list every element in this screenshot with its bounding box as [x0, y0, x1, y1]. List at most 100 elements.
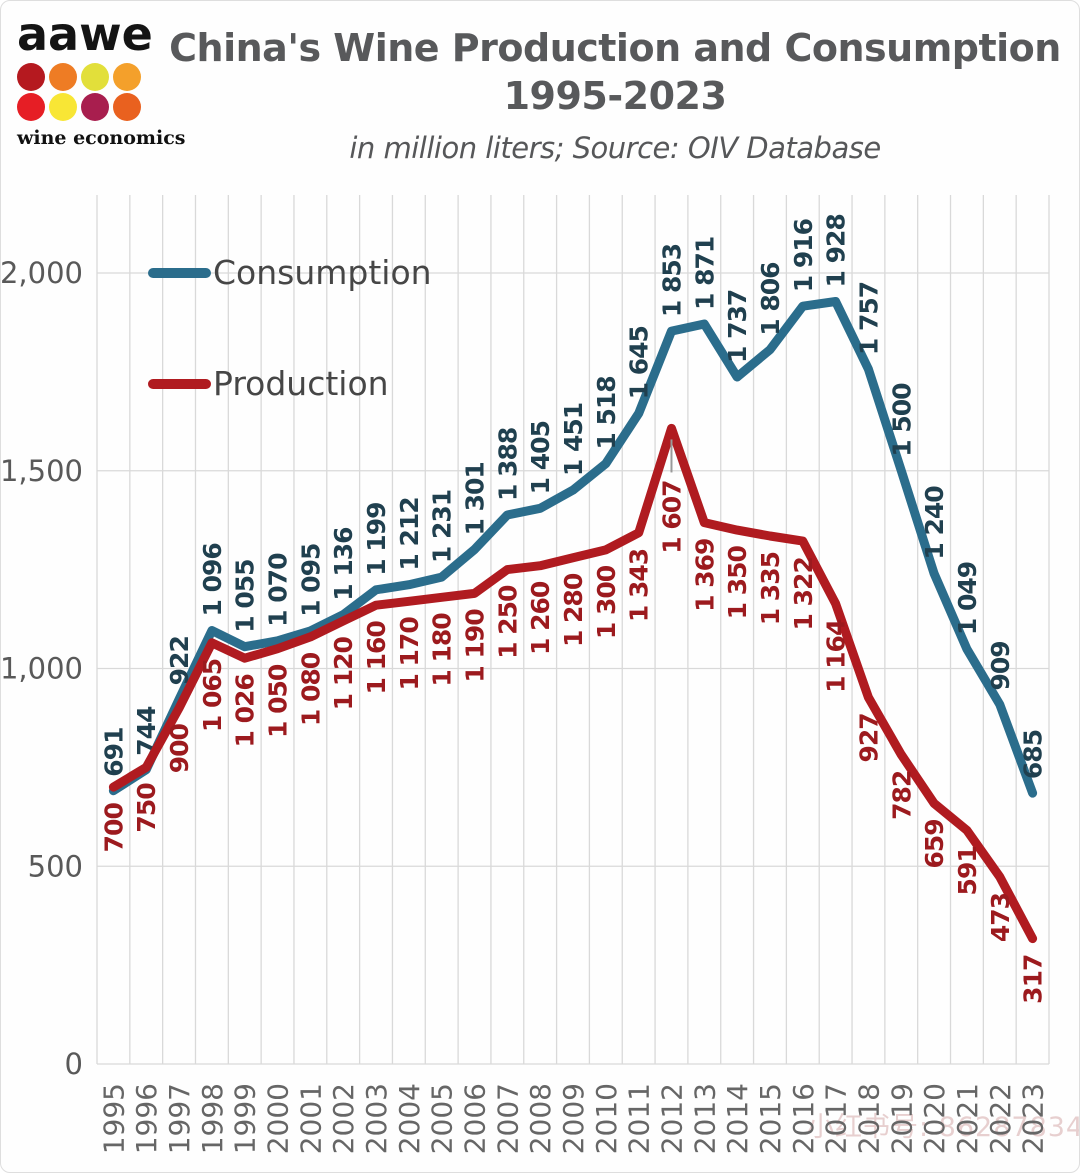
data-label: 1 250 [493, 585, 522, 659]
data-label: 1 301 [461, 462, 490, 535]
logo-dot [113, 93, 141, 121]
data-label: 591 [953, 846, 982, 895]
logo-dots-grid [17, 63, 143, 121]
data-label: 1 757 [854, 282, 883, 355]
data-label: 685 [1019, 730, 1048, 779]
data-label: 1 518 [592, 376, 621, 449]
data-label: 1 190 [461, 609, 490, 683]
x-tick-label: 2001 [294, 1083, 327, 1154]
logo-dot [81, 63, 109, 91]
data-label: 1 645 [625, 326, 654, 399]
data-label: 1 928 [822, 214, 851, 287]
data-label: 1 055 [231, 559, 260, 632]
data-label: 1 240 [920, 486, 949, 560]
x-tick-label: 2022 [984, 1083, 1017, 1154]
data-label: 1 335 [756, 552, 785, 625]
data-label: 1 080 [296, 652, 325, 726]
x-tick-label: 2004 [393, 1083, 426, 1154]
data-label: 691 [99, 728, 128, 777]
x-tick-label: 2009 [557, 1083, 590, 1154]
data-label: 1 070 [264, 553, 293, 627]
x-tick-label: 1997 [163, 1083, 196, 1154]
data-label: 1 388 [493, 428, 522, 501]
data-label: 1 160 [362, 621, 391, 695]
y-tick-label: 0 [65, 1047, 83, 1081]
data-label: 1 095 [296, 544, 325, 617]
logo-dot [17, 93, 45, 121]
data-label: 1 280 [559, 573, 588, 647]
data-label: 1 026 [231, 674, 260, 748]
x-tick-label: 2019 [885, 1083, 918, 1154]
x-tick-label: 1996 [130, 1083, 163, 1154]
data-label: 1 170 [395, 617, 424, 691]
data-label: 927 [854, 713, 883, 762]
data-label: 1 871 [690, 237, 719, 310]
logo-dot [49, 63, 77, 91]
x-tick-label: 2013 [688, 1083, 721, 1154]
data-label: 700 [99, 803, 128, 853]
y-tick-label: 2,000 [1, 256, 83, 290]
x-tick-label: 2020 [918, 1083, 951, 1154]
consumption-line [108, 297, 1038, 798]
data-label: 1 737 [723, 290, 752, 363]
legend-label: Consumption [213, 253, 432, 292]
x-axis-labels: 1995 1996 1997 1998 1999 2000 2001 2002 2003 2004… [97, 1083, 1049, 1154]
data-label: 1 405 [526, 421, 555, 494]
legend-item-production: Production [148, 364, 389, 403]
chart-subtitle: in million liters; Source: OIV Database [349, 130, 881, 165]
logo-dot [49, 93, 77, 121]
data-label: 1 231 [428, 490, 457, 563]
x-tick-label: 2010 [590, 1083, 623, 1154]
data-label: 909 [986, 641, 1015, 690]
x-tick-label: 2002 [327, 1083, 360, 1154]
data-label: 659 [920, 819, 949, 868]
data-label: 1 500 [887, 383, 916, 457]
data-label: 1 096 [198, 543, 227, 617]
x-tick-label: 2021 [951, 1083, 984, 1154]
x-tick-label: 2018 [852, 1083, 885, 1154]
x-tick-label: 2003 [360, 1083, 393, 1154]
y-tick-label: 1,500 [1, 454, 83, 488]
data-label: 1 136 [329, 527, 358, 601]
data-label: 1 199 [362, 502, 391, 575]
x-tick-label: 2008 [524, 1083, 557, 1154]
data-label: 1 607 [657, 480, 686, 553]
x-tick-label: 2023 [1017, 1083, 1050, 1154]
data-label: 1 212 [395, 497, 424, 570]
data-label: 1 369 [690, 539, 719, 612]
x-tick-label: 1995 [97, 1083, 130, 1154]
data-label: 1 916 [789, 218, 818, 292]
data-label: 900 [165, 723, 194, 773]
data-label: 1 806 [756, 262, 785, 336]
x-tick-label: 2007 [491, 1083, 524, 1154]
data-label: 1 343 [625, 549, 654, 622]
logo-dot [17, 63, 45, 91]
data-label: 1 853 [657, 244, 686, 317]
data-label: 473 [986, 893, 1015, 942]
data-label: 317 [1019, 955, 1048, 1004]
x-tick-label: 2006 [459, 1083, 492, 1154]
chart-header: China's Wine Production and Consumption … [161, 25, 1069, 165]
data-label: 1 322 [789, 557, 818, 630]
data-label: 1 451 [559, 403, 588, 476]
data-label: 1 180 [428, 613, 457, 687]
data-label: 1 300 [592, 565, 621, 639]
data-label: 1 049 [953, 562, 982, 635]
x-tick-label: 2012 [655, 1083, 688, 1154]
x-tick-label: 1999 [229, 1083, 262, 1154]
data-label: 1 065 [198, 659, 227, 732]
data-label: 1 050 [264, 664, 293, 738]
chart-title-line2: 1995-2023 [503, 73, 727, 118]
legend-item-consumption: Consumption [148, 253, 432, 292]
data-label: 1 164 [822, 619, 851, 693]
logo-tagline: wine economics [17, 127, 186, 149]
y-axis-labels: 0 500 1,000 1,500 2,000 [1, 256, 83, 1081]
data-label: 782 [887, 771, 916, 820]
y-tick-label: 1,000 [1, 652, 83, 686]
production-line [108, 423, 1038, 944]
watermark-text: 小红书号: 86287834 [807, 1112, 1080, 1143]
